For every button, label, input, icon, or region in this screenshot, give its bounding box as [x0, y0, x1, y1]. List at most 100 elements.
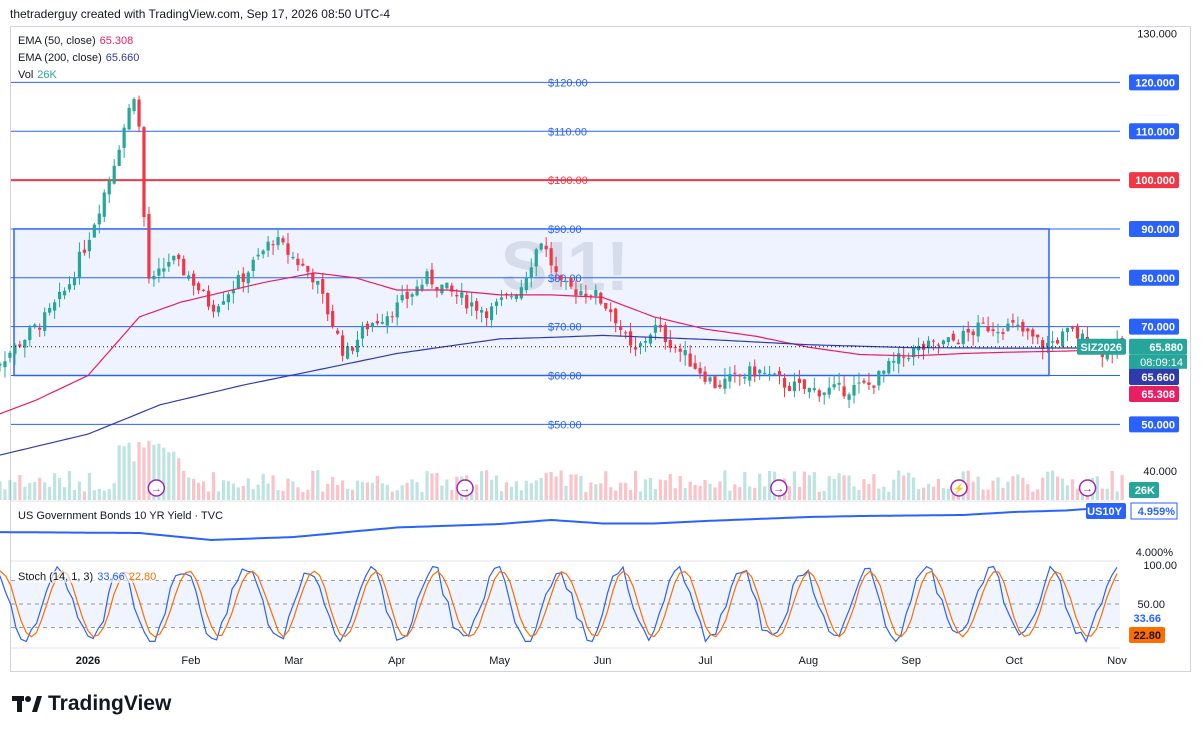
candle	[246, 272, 250, 284]
level-tag-70: 70.000	[1141, 322, 1175, 334]
legend-volume-value: 26K	[37, 69, 57, 81]
candle	[43, 312, 47, 331]
ema200-line	[0, 334, 1112, 456]
volume-bar	[912, 477, 916, 500]
time-label-mar: Mar	[284, 655, 303, 667]
volume-bar	[763, 486, 767, 500]
candle	[420, 284, 424, 290]
volume-bar	[663, 480, 667, 500]
volume-bar	[206, 491, 211, 500]
volume-bar	[72, 490, 77, 500]
candle	[107, 179, 111, 195]
volume-bar	[1095, 476, 1099, 500]
volume-bar	[192, 478, 196, 500]
legend-ema50-label: EMA (50, close)	[18, 35, 96, 47]
level-tag-50: 50.000	[1141, 419, 1175, 431]
volume-bar	[97, 488, 101, 500]
volume-bar	[201, 481, 206, 500]
volume-bar	[484, 470, 489, 500]
dividend-event-icon	[456, 479, 474, 497]
candle	[256, 254, 260, 257]
volume-bar	[117, 445, 121, 500]
volume-bar	[157, 443, 161, 500]
volume-bar	[504, 482, 509, 500]
candle	[996, 332, 1000, 334]
volume-bar	[177, 458, 181, 500]
candle	[187, 275, 191, 279]
candle	[132, 99, 136, 112]
volume-bar	[1036, 489, 1040, 500]
volume-bar	[122, 446, 126, 500]
volume-bar	[579, 475, 583, 500]
candle	[842, 386, 846, 397]
candle	[67, 284, 72, 290]
candle	[653, 324, 658, 333]
candle	[375, 321, 379, 324]
volume-bar	[430, 473, 434, 500]
level-label-50: $50.00	[548, 419, 582, 431]
volume-bar	[976, 476, 980, 500]
volume-bar	[370, 482, 374, 500]
candles	[0, 95, 1124, 409]
volume-bar	[1001, 487, 1005, 500]
candle	[321, 279, 325, 294]
candle	[172, 255, 176, 261]
volume-bar	[514, 481, 518, 500]
symbol-tag-bg	[1077, 338, 1126, 355]
candle	[226, 294, 230, 303]
volume-bar	[1060, 478, 1065, 500]
volume-bar	[1120, 475, 1124, 500]
candle	[579, 291, 583, 295]
volume-bar	[966, 470, 970, 500]
volume-bar	[718, 481, 722, 500]
volume-bar	[921, 487, 926, 500]
volume-bar	[3, 489, 7, 500]
candle	[390, 316, 394, 318]
volume-bar	[256, 484, 260, 500]
candle	[792, 381, 797, 392]
candle	[1051, 341, 1055, 343]
level-label-110: $110.00	[548, 126, 587, 138]
legend-ema200: EMA (200, close) 65.660	[18, 52, 139, 64]
candle	[236, 275, 240, 289]
volume-bar	[1075, 488, 1080, 500]
candle	[931, 340, 936, 342]
level-tag-100-bg	[1129, 172, 1179, 189]
candle	[564, 281, 568, 283]
countdown-tag: 08:09:14	[1140, 357, 1183, 369]
volume-bar	[306, 489, 310, 500]
candle	[817, 390, 821, 397]
event-arrow-glyph: →	[773, 483, 784, 495]
candle	[1006, 323, 1010, 331]
volume-bar	[584, 491, 588, 500]
volume-bar	[345, 488, 350, 500]
volume-bar	[753, 487, 757, 500]
candle	[882, 370, 886, 374]
stoch-legend: Stoch (14, 1, 3) 33.66 22.80	[18, 571, 157, 583]
volume-bar	[604, 471, 608, 500]
level-tag-50-bg	[1129, 416, 1179, 433]
candle	[1070, 327, 1075, 329]
candle	[1011, 320, 1015, 323]
volume-bar	[1026, 484, 1030, 500]
volume-bar	[902, 475, 906, 500]
volume-bar	[291, 481, 295, 500]
tradingview-logo[interactable]: TradingView	[12, 692, 171, 716]
volume-tag: 26K	[1135, 485, 1155, 497]
event-arrow-glyph: →	[1082, 483, 1093, 495]
candle	[286, 243, 290, 255]
volume-bar	[400, 485, 404, 500]
volume-bar	[936, 478, 941, 500]
candle	[340, 335, 345, 356]
candle	[693, 363, 697, 369]
candle	[231, 290, 235, 294]
candle	[589, 295, 593, 297]
volume-bar	[594, 484, 598, 500]
volume-bar	[221, 480, 226, 500]
candle	[609, 309, 613, 313]
volume-bar	[509, 486, 514, 500]
candle	[1075, 325, 1080, 339]
volume-bar	[405, 482, 409, 500]
volume-bar	[832, 478, 836, 500]
